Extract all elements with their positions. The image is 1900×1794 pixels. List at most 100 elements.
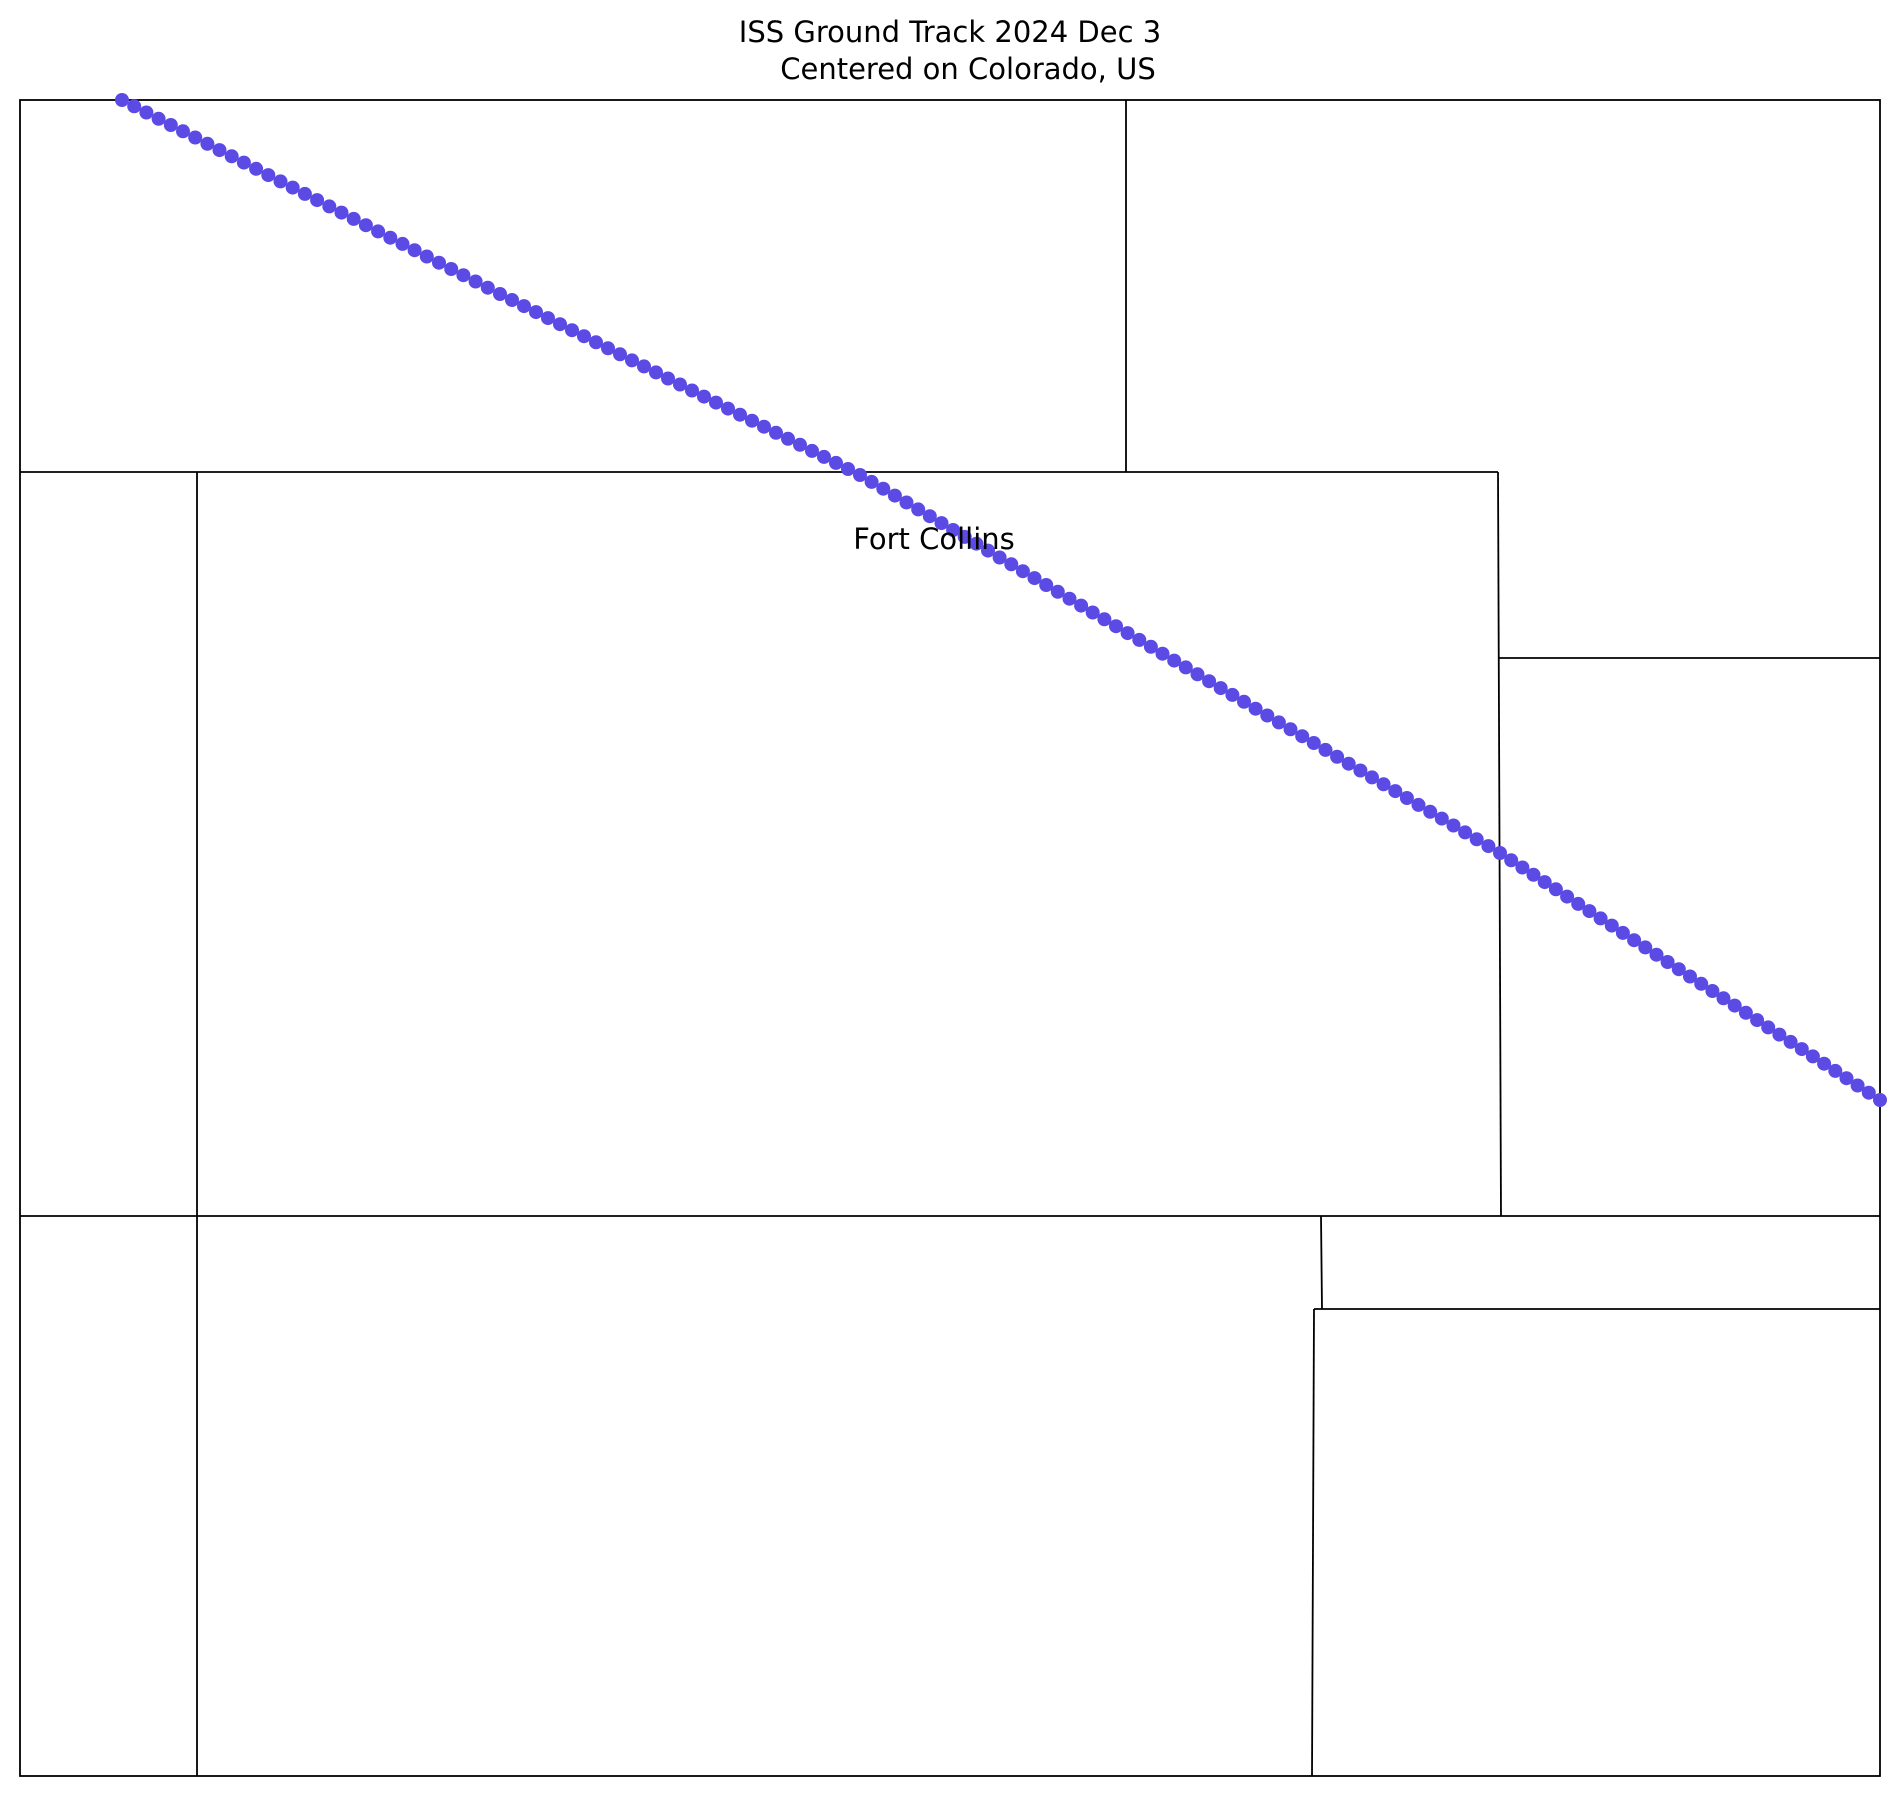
track-point (1109, 619, 1123, 634)
track-point (1039, 578, 1054, 592)
track-point (115, 93, 129, 107)
track-point (1411, 797, 1426, 812)
track-point (769, 425, 783, 440)
track-point (188, 130, 203, 145)
track-point (1004, 557, 1019, 572)
track-point (1738, 1005, 1753, 1020)
track-point (444, 262, 459, 276)
track-point (310, 193, 325, 208)
track-point (151, 111, 166, 126)
track-point (1062, 591, 1077, 606)
track-point (577, 329, 591, 344)
track-point (1271, 715, 1286, 730)
track-point (322, 199, 337, 214)
track-point (297, 186, 312, 201)
track-point (1828, 1063, 1843, 1078)
track-point (649, 365, 663, 380)
track-point (1571, 896, 1586, 911)
track-point (864, 474, 879, 489)
track-point (1783, 1034, 1798, 1049)
border-panhandle-west (1320, 1215, 1323, 1310)
map-title: ISS Ground Track 2024 Dec 3 Centered on … (0, 14, 1900, 88)
track-point (163, 118, 178, 132)
track-point (1074, 598, 1089, 613)
track-point (1750, 1013, 1765, 1028)
track-point (1295, 729, 1310, 744)
track-point (1548, 882, 1563, 897)
track-point (1638, 940, 1653, 955)
track-point (1306, 736, 1321, 750)
track-point (1850, 1078, 1865, 1093)
track-point (1615, 925, 1630, 940)
track-point (1649, 947, 1664, 962)
track-point (1237, 694, 1251, 709)
track-point (200, 136, 215, 151)
track-point (625, 353, 639, 368)
track-point (661, 371, 675, 386)
track-point (1761, 1020, 1776, 1035)
track-point (565, 323, 579, 338)
track-point (601, 341, 615, 356)
track-point (1132, 632, 1147, 647)
track-point (1515, 860, 1530, 875)
track-point (1143, 639, 1158, 654)
track-point (1861, 1085, 1876, 1100)
track-point (1493, 846, 1507, 860)
city-label-fort-collins: Fort Collins (853, 522, 1015, 556)
track-point (1283, 722, 1298, 737)
track-point (1167, 653, 1182, 668)
track-point (346, 211, 361, 226)
track-point (841, 462, 855, 476)
track-point (1248, 701, 1263, 716)
map-title-line-1: ISS Ground Track 2024 Dec 3 (738, 15, 1162, 49)
track-point (139, 105, 154, 120)
track-point (212, 143, 227, 158)
track-point (456, 268, 471, 283)
track-point (1365, 770, 1379, 785)
track-point (553, 317, 567, 332)
track-point (1120, 626, 1135, 641)
map-frame (19, 99, 1881, 1777)
track-point (853, 468, 867, 482)
track-point (721, 401, 735, 416)
track-point (1504, 853, 1519, 868)
track-point (273, 174, 288, 189)
track-point (969, 536, 984, 551)
track-point (493, 287, 507, 301)
track-point (981, 543, 995, 558)
track-point (1481, 839, 1496, 854)
track-point (261, 168, 276, 183)
track-point (358, 218, 373, 233)
track-point (407, 243, 422, 258)
track-point (1683, 969, 1697, 984)
track-point (829, 455, 843, 470)
track-point (432, 255, 446, 270)
track-point (1582, 904, 1597, 919)
track-point (1458, 825, 1473, 840)
track-point (334, 205, 349, 220)
track-point (1817, 1056, 1832, 1071)
track-point (1805, 1049, 1820, 1064)
track-point (1027, 571, 1042, 586)
track-point (1794, 1042, 1809, 1057)
track-point (697, 389, 711, 404)
track-point (922, 509, 937, 524)
track-point (541, 311, 555, 326)
track-point (1560, 889, 1575, 904)
track-point (899, 495, 914, 510)
track-point (224, 149, 239, 164)
track-point (1604, 918, 1619, 933)
track-point (383, 230, 398, 245)
track-point (733, 407, 747, 422)
track-point (127, 99, 142, 114)
track-point (285, 180, 300, 195)
track-point (1260, 708, 1275, 723)
iss-ground-track (115, 93, 1887, 1107)
track-point (236, 155, 251, 170)
track-point (1330, 749, 1345, 764)
track-point (249, 161, 264, 176)
border-texas-new-mexico (1311, 1308, 1315, 1777)
track-point (1423, 804, 1438, 819)
track-point (1705, 984, 1720, 998)
track-point (371, 224, 386, 239)
